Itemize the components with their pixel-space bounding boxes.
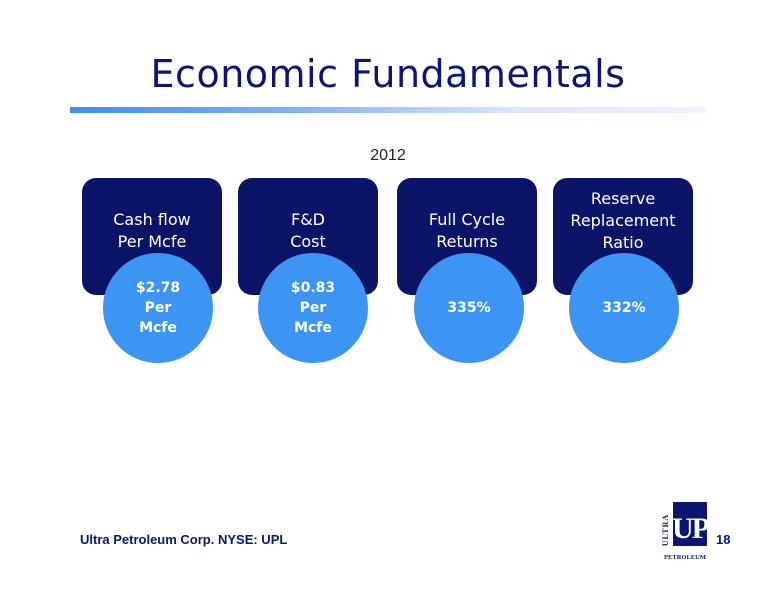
logo-initials: UP <box>672 512 708 545</box>
metric-value-line: $0.83 <box>290 280 336 296</box>
logo-vertical-text: ULTRA <box>662 514 670 546</box>
metric-value-line: Mcfe <box>294 320 332 336</box>
metric-value-line: 335% <box>447 300 491 316</box>
metric-label-line: Per Mcfe <box>117 232 187 251</box>
footer-company: Ultra Petroleum Corp. NYSE: UPL <box>80 532 288 547</box>
logo-bottom-text: PETROLEUM <box>664 554 706 561</box>
ultra-petroleum-logo: ULTRA UP PETROLEUM <box>661 496 712 564</box>
metric-value-fd-cost: $0.83 Per Mcfe <box>258 253 368 363</box>
metric-label: Cash flow Per Mcfe <box>82 209 222 253</box>
metric-label-line: F&D <box>291 210 325 229</box>
metric-value-full-cycle-returns: 335% <box>414 253 524 363</box>
logo-graphic: ULTRA UP PETROLEUM <box>661 496 712 564</box>
metric-label: Full Cycle Returns <box>397 209 537 253</box>
metric-label-line: Cost <box>290 232 326 251</box>
metric-label-line: Replacement <box>570 211 676 230</box>
title-underline <box>70 107 706 113</box>
metric-value-line: Per <box>144 300 172 316</box>
metric-value-cash-flow: $2.78 Per Mcfe <box>103 253 213 363</box>
metric-value-reserve-replacement: 332% <box>569 253 679 363</box>
metric-value-line: Mcfe <box>139 320 177 336</box>
metric-value-line: Per <box>299 300 327 316</box>
slide-title: Economic Fundamentals <box>150 52 626 96</box>
metric-card-reserve-replacement: Reserve Replacement Ratio <box>553 178 693 295</box>
metric-label-line: Cash flow <box>113 210 191 229</box>
metric-value-line: 332% <box>602 300 646 316</box>
metric-label-line: Ratio <box>602 233 644 252</box>
page-number: 18 <box>716 532 731 547</box>
metric-label-line: Returns <box>436 232 498 251</box>
metric-label: Reserve Replacement Ratio <box>553 188 693 254</box>
year-label: 2012 <box>370 147 406 164</box>
metric-label-line: Full Cycle <box>428 210 506 229</box>
metric-label: F&D Cost <box>238 209 378 253</box>
metric-label-line: Reserve <box>590 189 656 208</box>
metric-value-line: $2.78 <box>135 280 181 296</box>
